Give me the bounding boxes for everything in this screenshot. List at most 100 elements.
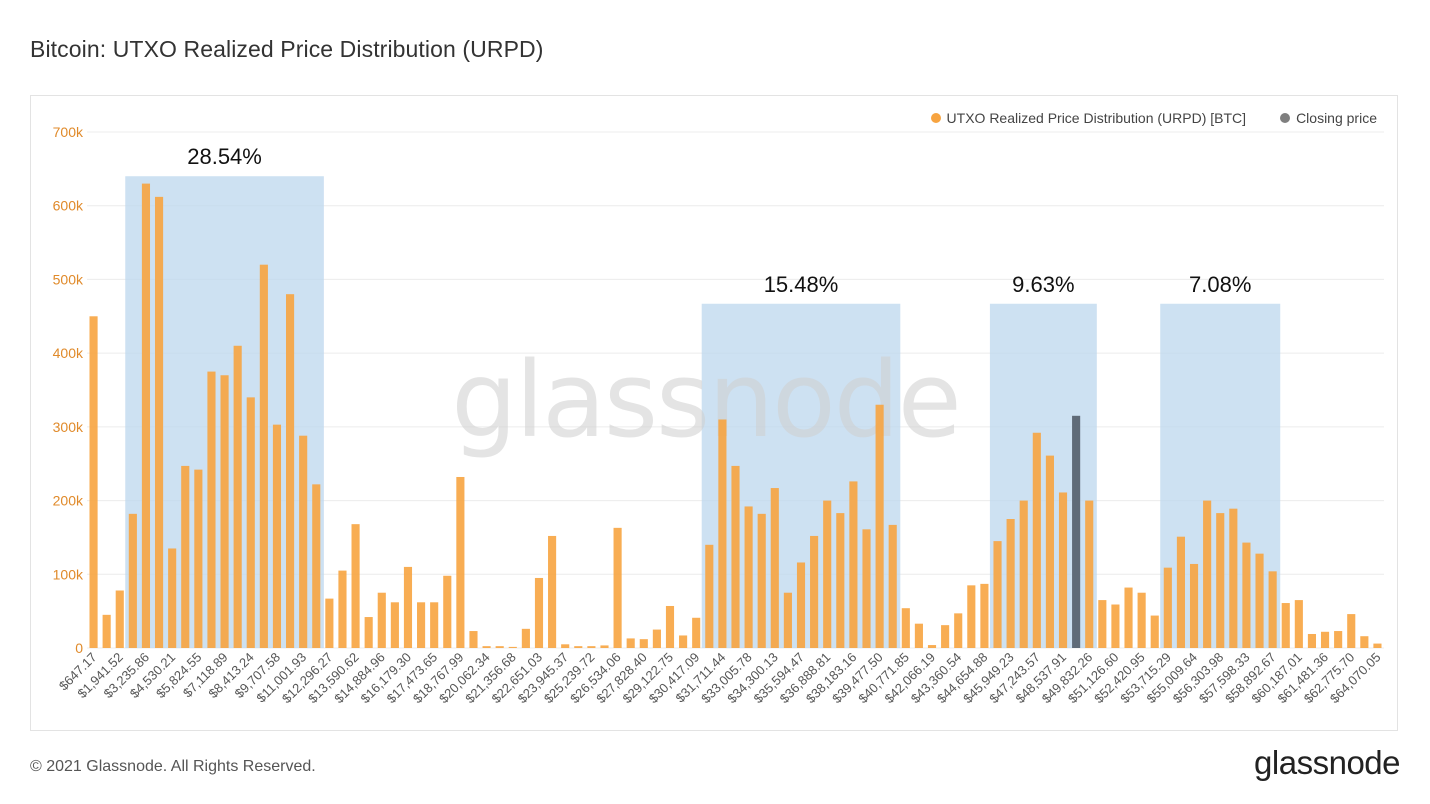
bar-15 (286, 294, 295, 648)
bar-22 (377, 592, 386, 648)
bar-79 (1124, 587, 1133, 648)
bar-29 (469, 631, 478, 648)
bar-38 (587, 646, 596, 648)
y-tick-label-2: 200k (53, 493, 84, 509)
bar-7 (181, 465, 190, 648)
bar-3 (128, 513, 137, 648)
bar-8 (194, 469, 203, 648)
bar-60 (875, 404, 884, 648)
bar-9 (207, 371, 216, 648)
urpd-chart: 0100k200k300k400k500k600k700kglassnode28… (53, 124, 1384, 706)
bar-50 (744, 506, 753, 648)
bar-43 (652, 629, 661, 648)
bar-77 (1098, 600, 1107, 648)
bar-2 (115, 590, 124, 648)
legend-item-urpd[interactable]: UTXO Realized Price Distribution (URPD) … (930, 110, 1247, 126)
bar-56 (823, 500, 832, 648)
bar-53 (783, 592, 792, 648)
y-tick-label-7: 700k (53, 124, 84, 140)
bar-37 (574, 646, 583, 648)
y-tick-label-5: 500k (53, 271, 84, 287)
annotation-label-2: 9.63% (1012, 272, 1074, 297)
bar-93 (1307, 633, 1317, 648)
y-tick-label-4: 400k (53, 345, 84, 361)
bar-40 (613, 527, 622, 648)
bar-95 (1334, 631, 1343, 648)
legend-marker-closing-price (1280, 113, 1291, 123)
y-tick-label-3: 300k (53, 419, 84, 435)
bar-52 (770, 488, 779, 648)
chart-frame: 0 100k 200k 300k 400k 500k 600k 700k glassnode 28… (30, 95, 1398, 731)
glassnode-logo: glassnode (1254, 744, 1400, 781)
bar-36 (561, 644, 570, 648)
bar-28 (456, 476, 465, 648)
bar-71 (1019, 500, 1028, 648)
bar-35 (548, 535, 557, 648)
bar-66 (954, 613, 963, 648)
bar-47 (705, 544, 714, 648)
bar-51 (757, 513, 766, 648)
bar-17 (312, 484, 321, 648)
bar-84 (1189, 563, 1199, 648)
bar-0 (89, 316, 98, 648)
legend-item-closing-price[interactable]: Closing price (1280, 110, 1377, 126)
bar-4 (141, 183, 151, 648)
bar-33 (521, 628, 530, 648)
bar-31 (495, 646, 504, 648)
bar-13 (259, 264, 268, 648)
bar-11 (233, 345, 242, 648)
bar-68 (980, 583, 989, 648)
bar-30 (482, 646, 491, 648)
legend-label-closing-price: Closing price (1296, 110, 1377, 126)
chart-legend: UTXO Realized Price Distribution (URPD) … (930, 110, 1377, 126)
bar-59 (862, 529, 871, 648)
bar-87 (1229, 508, 1238, 648)
bar-24 (403, 566, 413, 648)
bar-55 (810, 535, 819, 648)
bar-97 (1360, 636, 1369, 648)
bar-96 (1347, 614, 1356, 648)
annotation-label-1: 15.48% (764, 272, 839, 297)
annotation-label-3: 7.08% (1189, 272, 1251, 297)
bar-67 (967, 585, 976, 648)
y-tick-label-1: 100k (53, 566, 84, 582)
bar-89 (1255, 553, 1264, 648)
bar-81 (1150, 615, 1159, 648)
bar-32 (508, 646, 517, 648)
bar-70 (1006, 519, 1015, 648)
bar-34 (534, 577, 544, 648)
bar-65 (941, 625, 950, 648)
bar-25 (417, 602, 426, 648)
bar-74 (1058, 492, 1068, 648)
bar-18 (325, 598, 334, 648)
legend-label-urpd: UTXO Realized Price Distribution (URPD) … (946, 110, 1247, 126)
bar-16 (299, 435, 308, 648)
bar-78 (1111, 604, 1120, 648)
bar-27 (443, 575, 452, 648)
bar-48 (718, 419, 727, 648)
bar-42 (639, 639, 648, 648)
bar-49 (731, 465, 740, 648)
bar-82 (1163, 567, 1172, 648)
bar-19 (338, 570, 347, 648)
bar-44 (665, 605, 675, 648)
bar-54 (796, 562, 806, 648)
bar-46 (692, 617, 701, 648)
bar-58 (849, 481, 858, 648)
bar-69 (993, 541, 1002, 648)
bar-80 (1137, 592, 1146, 648)
closing-price-bar (1072, 415, 1081, 648)
bar-86 (1216, 513, 1225, 648)
bar-73 (1045, 455, 1054, 648)
bar-6 (168, 548, 177, 648)
legend-marker-urpd (930, 113, 941, 123)
bar-20 (351, 524, 360, 648)
bar-72 (1032, 432, 1041, 648)
bar-26 (430, 602, 439, 648)
bar-39 (600, 645, 609, 648)
bar-76 (1085, 500, 1094, 648)
bar-14 (272, 424, 282, 648)
bar-45 (679, 635, 688, 648)
bar-88 (1242, 542, 1251, 648)
bar-64 (927, 645, 937, 648)
